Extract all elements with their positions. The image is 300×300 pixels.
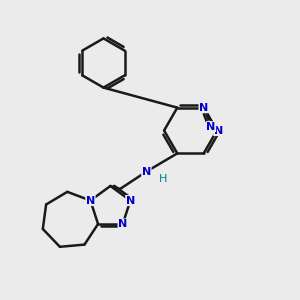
- Text: N: N: [86, 196, 95, 206]
- Text: N: N: [206, 122, 216, 132]
- Text: N: N: [199, 103, 208, 112]
- Text: N: N: [214, 125, 223, 136]
- Text: N: N: [142, 167, 151, 177]
- Text: N: N: [118, 219, 128, 229]
- Text: H: H: [159, 174, 167, 184]
- Text: N: N: [126, 196, 135, 206]
